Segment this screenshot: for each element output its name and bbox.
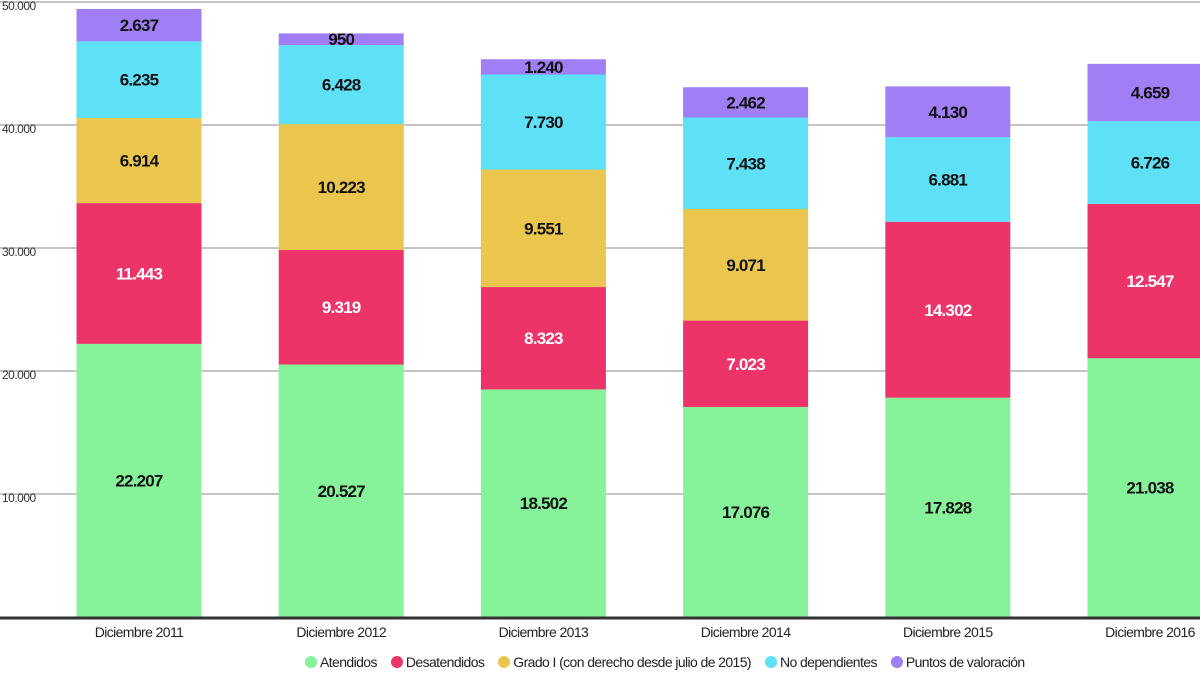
legend-marker-icon	[305, 656, 317, 668]
data-label: 17.828	[924, 498, 972, 517]
data-label: 7.730	[524, 113, 563, 132]
bar-segment	[76, 8, 202, 42]
data-label: 6.428	[322, 76, 361, 95]
bar-segment	[683, 406, 809, 617]
bar-segment	[1087, 63, 1200, 122]
legend-item: Desatendidos	[390, 654, 485, 670]
bar-segment	[1087, 358, 1200, 617]
legend-marker-icon	[764, 656, 777, 668]
legend: Atendidos Desatendidos Grado I (con derech…	[305, 654, 1025, 670]
bar-segment	[683, 320, 809, 407]
bar-segment	[278, 33, 404, 46]
legend-item: No dependientes	[764, 654, 877, 670]
data-label: 14.302	[924, 301, 972, 320]
bar-segment	[885, 86, 1011, 138]
data-label: 11.443	[116, 264, 163, 283]
data-label: 12.547	[1126, 272, 1174, 291]
data-label: 8.323	[524, 329, 563, 348]
x-tick-label: Diciembre 2014	[701, 624, 791, 640]
data-label: 7.438	[726, 154, 765, 173]
y-tick-label: 10.000	[2, 491, 37, 505]
bar-segment	[683, 87, 809, 118]
bar-segment	[278, 249, 404, 365]
data-label: 2.462	[726, 93, 765, 112]
y-tick-label: 40.000	[2, 122, 37, 136]
bar-segment	[480, 74, 606, 170]
legend-item: Grado I (con derecho desde julio de 2015…	[498, 654, 752, 670]
bar-segment	[480, 287, 606, 390]
data-label: 10.223	[318, 178, 366, 197]
data-label: 9.551	[524, 219, 563, 238]
data-label: 22.207	[115, 471, 163, 490]
bar-segment	[1087, 121, 1200, 204]
y-tick-label: 20.000	[2, 368, 37, 382]
legend-label: No dependientes	[779, 654, 877, 670]
bar-segment	[76, 41, 202, 119]
data-label: 1.240	[524, 58, 563, 77]
legend-item: Puntos de valoración	[890, 654, 1025, 670]
stacked-bar-chart: 10.000 20.000 30.000 40.000 50.000 22.207 11.4…	[0, 0, 1200, 640]
data-label: 6.726	[1131, 154, 1170, 173]
legend-label: Puntos de valoración	[905, 654, 1025, 670]
legend-marker-icon	[498, 656, 511, 668]
bar-segment	[885, 397, 1011, 617]
data-label: 20.527	[318, 482, 366, 501]
bar-segment	[1087, 203, 1200, 359]
bar-segment	[76, 343, 202, 617]
x-tick-label: Diciembre 2013	[499, 624, 589, 640]
legend-marker-icon	[890, 656, 903, 668]
bar-segment	[683, 209, 809, 321]
bar-segment	[885, 137, 1011, 222]
y-tick-label: 50.000	[2, 0, 37, 13]
legend-item: Atendidos	[305, 654, 377, 670]
x-tick-label: Diciembre 2012	[296, 624, 386, 640]
x-tick-label: Diciembre 2016	[1105, 624, 1195, 640]
data-label: 17.076	[722, 503, 770, 522]
data-label: 2.637	[120, 16, 159, 35]
bar-segment	[480, 389, 606, 617]
bar-segment	[278, 364, 404, 617]
data-label: 6.235	[120, 71, 159, 90]
data-label: 9.071	[726, 256, 765, 275]
bar-segment	[683, 117, 809, 210]
data-label: 7.023	[726, 355, 765, 374]
legend-label: Desatendidos	[405, 654, 485, 670]
data-label: 9.319	[322, 298, 361, 317]
y-tick-label: 30.000	[2, 245, 37, 259]
bar-segment	[76, 203, 202, 344]
data-label: 4.659	[1131, 84, 1170, 103]
data-label: 18.502	[520, 494, 568, 513]
bar-segment	[480, 59, 606, 75]
legend-label: Grado I (con derecho desde julio de 2015…	[513, 654, 751, 670]
x-tick-label: Diciembre 2011	[95, 624, 184, 640]
bar-segment	[76, 118, 202, 204]
data-label: 6.881	[929, 170, 968, 189]
data-label: 4.130	[929, 103, 968, 122]
bar-segment	[480, 169, 606, 288]
legend-marker-icon	[390, 656, 403, 668]
data-label: 6.914	[120, 152, 160, 171]
bar-segment	[278, 124, 404, 250]
bar-segment	[278, 45, 404, 125]
legend-label: Atendidos	[320, 654, 377, 670]
bar-segment	[885, 221, 1011, 398]
data-label: 21.038	[1126, 479, 1174, 498]
data-label: 950	[328, 30, 354, 49]
x-tick-label: Diciembre 2015	[903, 624, 993, 640]
